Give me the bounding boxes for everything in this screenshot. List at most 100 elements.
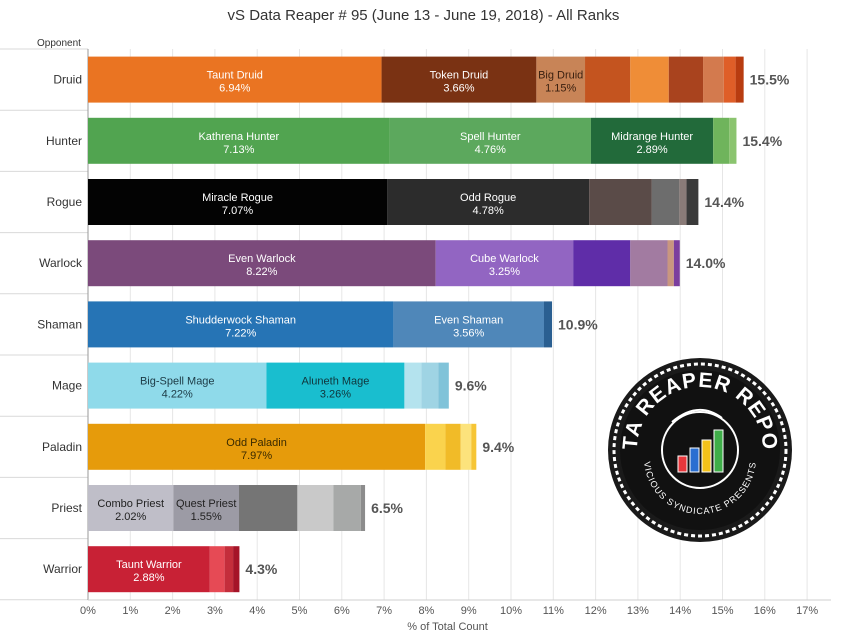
bar-segment — [713, 117, 730, 164]
x-tick-label: 6% — [334, 605, 350, 617]
category-label: Mage — [52, 379, 82, 393]
segment-name-label: Even Warlock — [228, 253, 296, 265]
bar-segment-cube-warlock — [435, 240, 574, 287]
category-label: Rogue — [47, 195, 83, 209]
segment-name-label: Spell Hunter — [460, 131, 521, 143]
segment-name-label: Shudderwock Shaman — [185, 314, 296, 326]
bar-segment — [589, 179, 652, 225]
segment-name-label: Kathrena Hunter — [198, 131, 279, 143]
bar-segment-aluneth-mage — [266, 362, 405, 409]
segment-value-label: 3.56% — [453, 327, 484, 339]
bar-segment — [573, 240, 631, 287]
bar-segment — [673, 240, 680, 287]
segment-value-label: 2.89% — [636, 144, 667, 156]
bar-segment-even-warlock — [88, 240, 436, 287]
total-label: 14.0% — [686, 255, 726, 271]
segment-value-label: 7.07% — [222, 205, 253, 217]
segment-name-label: Odd Paladin — [226, 437, 287, 449]
x-tick-label: 9% — [461, 605, 477, 617]
bar-segment — [297, 485, 334, 531]
bar-segment — [421, 362, 439, 409]
segment-value-label: 2.88% — [133, 572, 164, 584]
segment-name-label: Taunt Warrior — [116, 559, 182, 571]
segment-name-label: Odd Rogue — [460, 192, 516, 204]
bar-segment-big-spell-mage — [88, 362, 267, 409]
bar-segment — [543, 301, 553, 348]
bar-segment-quest-priest — [173, 485, 240, 531]
bar-segment — [239, 485, 298, 531]
bar-segment — [585, 56, 631, 103]
bar-segment — [233, 546, 240, 593]
row-header: Opponent — [37, 38, 81, 49]
bar-segment — [471, 423, 477, 470]
bar-segment-big-druid — [536, 56, 586, 103]
total-label: 10.9% — [558, 316, 598, 332]
x-tick-label: 16% — [754, 605, 776, 617]
bar-segment — [438, 362, 449, 409]
segment-name-label: Midrange Hunter — [611, 131, 693, 143]
x-tick-label: 12% — [585, 605, 607, 617]
segment-value-label: 7.22% — [225, 327, 256, 339]
segment-name-label: Cube Warlock — [470, 253, 539, 265]
category-label: Hunter — [46, 134, 82, 148]
segment-value-label: 1.15% — [545, 83, 576, 95]
bar-segment — [460, 423, 472, 470]
bar-segment — [679, 179, 687, 225]
bar-segment-combo-priest — [88, 485, 174, 531]
x-tick-label: 7% — [376, 605, 392, 617]
total-label: 6.5% — [371, 500, 403, 516]
x-tick-label: 10% — [500, 605, 522, 617]
segment-value-label: 7.13% — [223, 144, 254, 156]
bar-segment — [723, 56, 736, 103]
category-label: Priest — [51, 501, 82, 515]
segment-name-label: Token Druid — [430, 70, 489, 82]
x-tick-label: 2% — [165, 605, 181, 617]
x-tick-label: 14% — [669, 605, 691, 617]
bar-segment-taunt-warrior — [88, 546, 210, 593]
bar-segment — [703, 56, 724, 103]
segment-name-label: Aluneth Mage — [302, 376, 370, 388]
bar-segment — [686, 179, 699, 225]
segment-name-label: Combo Priest — [97, 498, 164, 510]
logo-mini-bar — [701, 439, 712, 473]
total-label: 4.3% — [245, 561, 277, 577]
bar-segment-token-druid — [381, 56, 537, 103]
bar-segment — [360, 485, 366, 531]
bar-segment — [333, 485, 361, 531]
logo-center-ring — [661, 411, 739, 489]
segment-value-label: 2.02% — [115, 511, 146, 523]
segment-value-label: 4.76% — [475, 144, 506, 156]
x-tick-label: 15% — [711, 605, 733, 617]
category-label: Druid — [53, 73, 82, 87]
segment-value-label: 4.78% — [473, 205, 504, 217]
logo-dashed-ring — [612, 362, 788, 538]
x-axis-title: % of Total Count — [407, 621, 488, 633]
bar-segment — [729, 117, 737, 164]
x-tick-label: 8% — [418, 605, 434, 617]
category-label: Shaman — [37, 317, 82, 331]
bar-segment-midrange-hunter — [590, 117, 714, 164]
bar-segment — [425, 423, 446, 470]
x-tick-label: 13% — [627, 605, 649, 617]
segment-value-label: 3.26% — [320, 389, 351, 401]
logo-scythe-icon — [671, 409, 723, 423]
segment-value-label: 1.55% — [191, 511, 222, 523]
category-label: Warrior — [43, 562, 82, 576]
segment-name-label: Big Druid — [538, 70, 583, 82]
logo-mini-bar — [713, 429, 724, 473]
bar-segment — [630, 56, 669, 103]
bar-segment-odd-rogue — [387, 179, 590, 225]
x-tick-label: 11% — [543, 605, 564, 617]
bar-segment-taunt-druid — [88, 56, 382, 103]
bar-segment — [668, 56, 704, 103]
segment-value-label: 3.25% — [489, 266, 520, 278]
